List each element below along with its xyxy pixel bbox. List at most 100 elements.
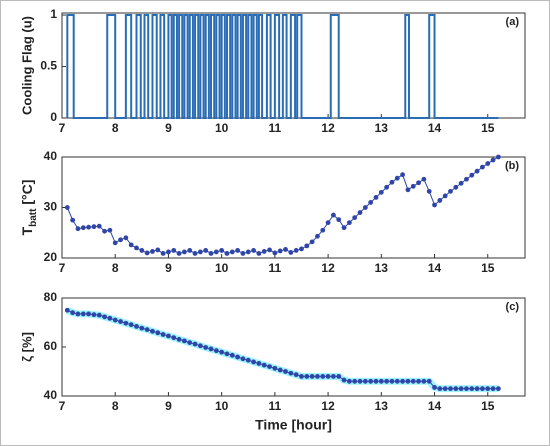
marker xyxy=(240,251,246,256)
y-axis-label: Tbatt [°C] xyxy=(19,180,39,236)
marker xyxy=(490,386,496,392)
panel-tag: (a) xyxy=(506,16,520,28)
x-tick-label: 8 xyxy=(112,121,119,135)
y-tick-label: 60 xyxy=(44,339,58,353)
marker xyxy=(389,179,395,185)
marker xyxy=(485,161,491,166)
y-tick-label: 40 xyxy=(44,149,58,163)
marker xyxy=(64,307,70,313)
y-tick-label: 20 xyxy=(44,250,58,264)
marker xyxy=(118,319,123,324)
marker xyxy=(394,378,400,384)
marker xyxy=(400,172,405,178)
x-tick-label: 7 xyxy=(59,121,66,135)
marker xyxy=(213,249,219,255)
marker xyxy=(293,372,299,378)
marker xyxy=(283,369,288,374)
marker xyxy=(80,225,86,231)
x-tick-label: 7 xyxy=(59,399,66,413)
marker xyxy=(331,374,336,379)
x-tick-label: 13 xyxy=(375,261,389,275)
marker xyxy=(421,378,427,384)
marker xyxy=(490,157,496,163)
y-axis-label: ζ [%] xyxy=(19,332,34,362)
marker xyxy=(224,251,230,256)
marker xyxy=(331,212,336,218)
marker xyxy=(91,224,97,230)
marker xyxy=(171,248,177,253)
x-tick-label: 10 xyxy=(215,399,229,413)
marker xyxy=(362,378,368,384)
y-tick-label: 1 xyxy=(50,7,57,21)
marker xyxy=(405,378,411,384)
marker xyxy=(128,242,134,248)
marker xyxy=(378,189,384,195)
marker xyxy=(352,378,358,384)
marker xyxy=(448,386,453,392)
marker xyxy=(134,324,139,329)
marker xyxy=(208,346,214,352)
x-tick-label: 9 xyxy=(165,399,172,413)
marker xyxy=(394,175,400,181)
marker xyxy=(112,317,118,323)
x-tick-label: 9 xyxy=(165,121,172,135)
marker xyxy=(219,349,225,355)
panel-tag: (b) xyxy=(505,160,519,172)
marker xyxy=(166,249,171,255)
marker xyxy=(261,249,267,254)
marker xyxy=(309,239,315,245)
marker xyxy=(495,154,501,160)
marker xyxy=(480,386,485,392)
marker xyxy=(474,168,480,174)
x-tick-label: 8 xyxy=(112,399,119,413)
marker xyxy=(112,240,118,246)
marker xyxy=(256,251,262,256)
marker xyxy=(368,200,374,205)
y-axis-label-part: [°C] xyxy=(19,180,35,209)
marker xyxy=(75,226,81,232)
x-tick-label: 12 xyxy=(321,261,335,275)
x-tick-label: 8 xyxy=(112,261,119,275)
marker xyxy=(144,327,150,333)
marker xyxy=(197,249,203,255)
marker xyxy=(64,205,70,210)
marker xyxy=(426,188,432,194)
x-tick-label: 10 xyxy=(215,121,229,135)
x-tick-label: 15 xyxy=(481,121,495,135)
marker xyxy=(309,374,315,379)
marker xyxy=(346,220,352,226)
marker xyxy=(229,352,235,358)
marker xyxy=(315,233,320,239)
y-tick-label: 0.5 xyxy=(40,59,57,73)
marker xyxy=(102,314,107,320)
marker xyxy=(107,315,113,321)
marker xyxy=(325,220,331,226)
marker xyxy=(182,338,187,344)
marker xyxy=(373,378,379,384)
marker xyxy=(155,330,161,336)
y-axis-label-part: T xyxy=(19,226,35,235)
marker xyxy=(192,341,198,347)
marker xyxy=(80,311,86,317)
marker xyxy=(102,228,107,234)
marker xyxy=(245,357,251,363)
marker xyxy=(256,361,262,366)
marker xyxy=(368,378,374,384)
marker xyxy=(357,378,363,384)
marker xyxy=(70,310,76,316)
marker xyxy=(437,386,443,392)
marker xyxy=(474,386,480,392)
marker xyxy=(315,374,320,379)
marker xyxy=(86,311,92,317)
marker xyxy=(469,386,475,392)
marker xyxy=(134,245,139,251)
marker xyxy=(373,195,379,200)
marker xyxy=(458,180,464,186)
marker xyxy=(261,362,267,368)
marker xyxy=(277,248,283,254)
marker xyxy=(150,328,155,334)
marker xyxy=(176,337,182,342)
panel-tag: (c) xyxy=(506,301,520,313)
marker xyxy=(144,250,150,256)
